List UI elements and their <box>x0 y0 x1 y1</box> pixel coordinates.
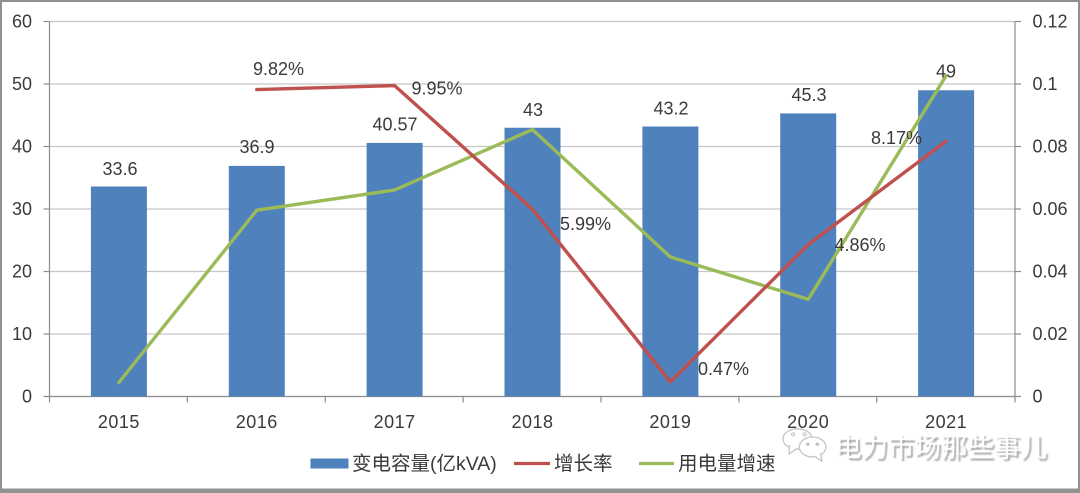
svg-text:0.04: 0.04 <box>1033 262 1068 282</box>
svg-text:30: 30 <box>12 199 32 219</box>
svg-text:40.57: 40.57 <box>372 115 417 135</box>
svg-text:电力市场那些事儿: 电力市场那些事儿 <box>837 435 1049 465</box>
svg-text:增长率: 增长率 <box>554 453 613 475</box>
svg-text:49: 49 <box>936 62 956 82</box>
svg-text:0.47%: 0.47% <box>698 359 749 379</box>
svg-text:33.6: 33.6 <box>102 159 137 179</box>
svg-text:60: 60 <box>12 12 32 32</box>
svg-text:2019: 2019 <box>649 412 691 432</box>
svg-text:0.02: 0.02 <box>1033 324 1068 344</box>
svg-text:0: 0 <box>22 387 32 407</box>
svg-text:5.99%: 5.99% <box>560 214 611 234</box>
svg-text:20: 20 <box>12 262 32 282</box>
svg-text:45.3: 45.3 <box>791 85 826 105</box>
svg-text:8.17%: 8.17% <box>871 128 922 148</box>
svg-text:用电量增速: 用电量增速 <box>678 453 776 475</box>
svg-text:2018: 2018 <box>511 412 553 432</box>
svg-text:50: 50 <box>12 74 32 94</box>
svg-text:0: 0 <box>1033 387 1043 407</box>
svg-text:2020: 2020 <box>787 412 829 432</box>
svg-text:43: 43 <box>523 100 543 120</box>
svg-text:2017: 2017 <box>374 412 416 432</box>
svg-text:4.86%: 4.86% <box>835 235 886 255</box>
svg-text:9.82%: 9.82% <box>253 59 304 79</box>
svg-text:2015: 2015 <box>98 412 140 432</box>
svg-text:2016: 2016 <box>236 412 278 432</box>
svg-text:40: 40 <box>12 137 32 157</box>
svg-text:电力市场那些事儿: 电力市场那些事儿 <box>835 433 1047 463</box>
svg-text:0.06: 0.06 <box>1033 199 1068 219</box>
svg-text:36.9: 36.9 <box>239 137 274 157</box>
svg-text:9.95%: 9.95% <box>412 79 463 99</box>
svg-text:变电容量(亿kVA): 变电容量(亿kVA) <box>352 453 497 475</box>
svg-text:0.1: 0.1 <box>1033 74 1058 94</box>
svg-text:0.08: 0.08 <box>1033 137 1068 157</box>
svg-text:2021: 2021 <box>925 412 967 432</box>
svg-text:10: 10 <box>12 324 32 344</box>
svg-text:43.2: 43.2 <box>653 99 688 119</box>
svg-text:0.12: 0.12 <box>1033 12 1068 32</box>
